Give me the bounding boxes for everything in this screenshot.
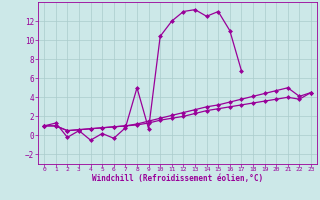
X-axis label: Windchill (Refroidissement éolien,°C): Windchill (Refroidissement éolien,°C) bbox=[92, 174, 263, 183]
